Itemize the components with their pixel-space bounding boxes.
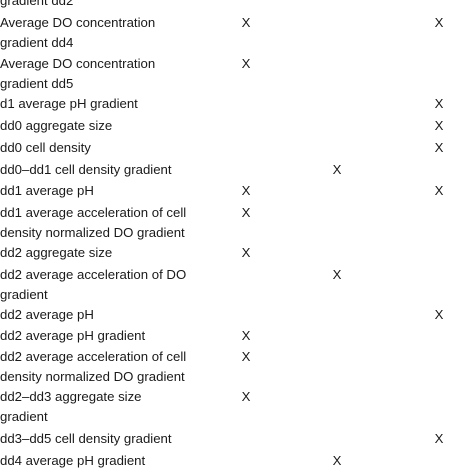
row-label: dd3–dd5 cell density gradient (0, 431, 172, 446)
table-row: dd2 average acceleration of cell density… (0, 347, 474, 387)
row-label: dd4 average pH gradient (0, 453, 146, 468)
row-label: Average DO concentration gradient dd4 (0, 15, 156, 50)
table-row: dd0 aggregate size X (0, 116, 474, 138)
mark-cell: X (434, 96, 444, 111)
mark-cell: X (241, 56, 251, 71)
table-row: dd4 average pH gradient X (0, 451, 474, 473)
mark-cell: X (241, 205, 251, 220)
mark-cell: X (434, 183, 444, 198)
row-label: dd2 average pH (0, 307, 94, 322)
row-label: gradient dd2 (0, 0, 74, 8)
mark-cell: X (332, 162, 342, 177)
mark-cell: X (332, 267, 342, 282)
row-label: dd0–dd1 cell density gradient (0, 162, 172, 177)
mark-cell: X (241, 389, 251, 404)
mark-cell: X (241, 328, 251, 343)
table-row: dd0–dd1 cell density gradient X (0, 160, 474, 181)
mark-cell: X (241, 15, 251, 30)
table-row: dd1 average acceleration of cell density… (0, 203, 474, 243)
row-label: d1 average pH gradient (0, 96, 138, 111)
table-row: dd3–dd5 cell density gradient X (0, 429, 474, 451)
row-label: dd0 cell density (0, 140, 91, 155)
table-row: dd2 average pH X (0, 305, 474, 326)
row-label: dd2 aggregate size (0, 245, 113, 260)
mark-cell: X (332, 453, 342, 468)
table-row: dd2 average pH gradient X (0, 326, 474, 347)
mark-cell: X (434, 140, 444, 155)
mark-cell: X (241, 349, 251, 364)
row-label: dd2 average pH gradient (0, 328, 146, 343)
mark-cell: X (241, 245, 251, 260)
mark-cell: X (434, 15, 444, 30)
row-label: dd2 average acceleration of cell density… (0, 349, 187, 384)
table-row: Average DO concentration gradient dd5 X (0, 54, 474, 94)
mark-cell: X (434, 307, 444, 322)
row-label: dd2 average acceleration of DO gradient (0, 267, 187, 302)
table-row: Average DO concentration gradient dd4 X … (0, 13, 474, 54)
mark-cell: X (434, 431, 444, 446)
mark-cell: X (434, 118, 444, 133)
row-label: Average DO concentration gradient dd5 (0, 56, 156, 91)
table-row: dd2 average acceleration of DO gradient … (0, 265, 474, 305)
row-label: dd0 aggregate size (0, 118, 113, 133)
table-row: dd2 aggregate size X (0, 243, 474, 265)
row-label: dd1 average acceleration of cell density… (0, 205, 187, 240)
table-row: d1 average pH gradient X (0, 94, 474, 116)
row-label: dd1 average pH (0, 183, 94, 198)
table-row: dd1 average pH X X (0, 181, 474, 203)
table-row: dd0 cell density X (0, 138, 474, 160)
table-row: gradient dd2 (0, 0, 474, 13)
table-row: dd2–dd3 aggregate size gradient X (0, 387, 474, 429)
row-label: dd2–dd3 aggregate size gradient (0, 389, 142, 424)
mark-cell: X (241, 183, 251, 198)
